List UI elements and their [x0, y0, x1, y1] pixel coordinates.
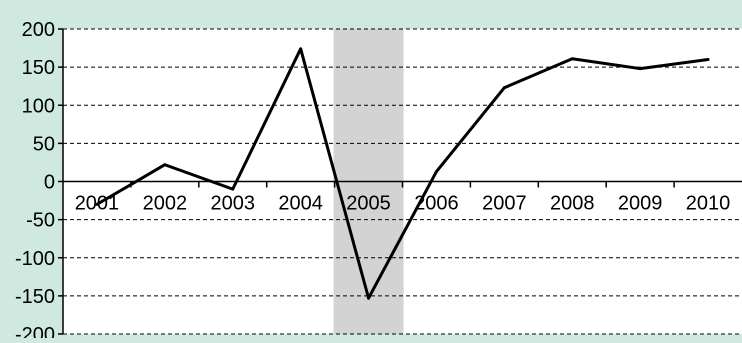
data-point	[434, 170, 438, 174]
x-tick-label: 2005	[346, 193, 391, 215]
series-line	[96, 47, 709, 300]
x-tick-label: 2010	[686, 193, 731, 215]
x-tick-label: 2004	[278, 193, 323, 215]
x-tick-label: 2002	[143, 193, 188, 215]
x-tick-label: 2003	[211, 193, 256, 215]
data-point	[163, 163, 167, 167]
y-tick-label: -150	[15, 286, 55, 308]
y-tick-label: -200	[15, 324, 55, 338]
data-point	[299, 47, 303, 51]
y-tick-label: 150	[22, 57, 55, 79]
x-tick-label: 2006	[414, 193, 459, 215]
data-point	[570, 57, 574, 61]
x-tick-label: 2009	[618, 193, 663, 215]
y-tick-label: 0	[44, 172, 55, 194]
data-point	[502, 86, 506, 90]
y-tick-label: -100	[15, 248, 55, 270]
data-point	[231, 187, 235, 191]
data-point	[95, 202, 99, 206]
data-point	[367, 296, 371, 300]
x-tick-label: 2008	[550, 193, 595, 215]
y-tick-label: 200	[22, 19, 55, 41]
data-point	[638, 67, 642, 71]
y-tick-label: 50	[33, 133, 55, 155]
x-tick-label: 2007	[482, 193, 527, 215]
data-point	[706, 58, 710, 61]
y-tick-label: 100	[22, 95, 55, 117]
y-tick-label: -50	[26, 210, 55, 232]
